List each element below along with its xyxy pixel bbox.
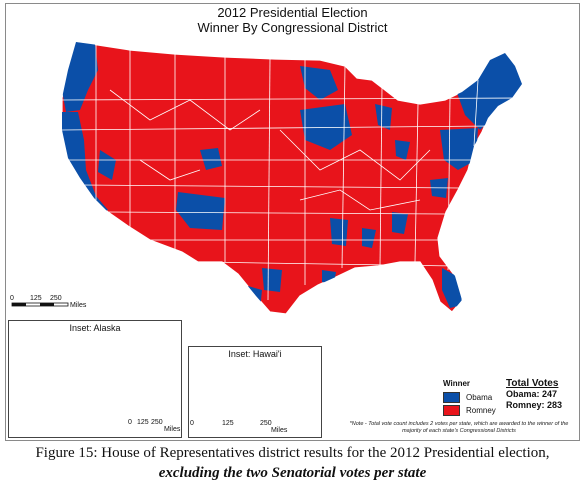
region-new-mexico [176, 192, 225, 230]
main-scale-tick-0: 0 [10, 295, 14, 302]
region-houston [262, 268, 282, 292]
map-legend: Winner Obama Romney [443, 379, 496, 417]
caption-line1: Figure 15: House of Representatives dist… [35, 445, 550, 461]
map-title-line2: Winner By Congressional District [197, 20, 388, 35]
alaska-scale-tick-0: 0 [128, 419, 132, 426]
map-title-line1: 2012 Presidential Election [217, 5, 368, 20]
main-scale-tick-250: 250 [50, 295, 62, 302]
region-colorado [200, 148, 222, 170]
map-title: 2012 Presidential Election Winner By Con… [0, 5, 585, 35]
alaska-scale-tick-125: 125 [137, 419, 149, 426]
us-mainland-shape [61, 41, 523, 315]
alaska-scale-tick-250: 250 [151, 419, 163, 426]
totals-romney: Romney: 283 [506, 400, 563, 410]
region-minnesota [300, 66, 338, 100]
hawaii-scale-tick-0: 0 [190, 420, 194, 427]
hawaii-scale-tick-125: 125 [222, 420, 234, 427]
region-ohio [395, 140, 410, 160]
region-great-lakes [300, 104, 352, 150]
inset-alaska-box: Inset: Alaska [8, 320, 182, 438]
region-atlanta [392, 212, 408, 234]
legend-item-obama: Obama [443, 391, 496, 404]
inset-alaska-title: Inset: Alaska [69, 323, 121, 333]
legend-title: Winner [443, 379, 471, 388]
main-scale-unit: Miles [70, 302, 87, 309]
legend-label-obama: Obama [466, 393, 493, 402]
caption-line2: excluding the two Senatorial votes per s… [158, 465, 427, 481]
totals-header: Total Votes [506, 378, 559, 389]
main-scale-tick-125: 125 [30, 295, 42, 302]
alaska-scale-unit: Miles [164, 426, 181, 433]
legend-label-romney: Romney [466, 406, 496, 415]
region-west-coast [62, 112, 108, 214]
region-memphis [330, 218, 348, 246]
region-birmingham [362, 228, 376, 248]
inset-hawaii-box: Inset: Hawai'i [188, 346, 322, 438]
legend-swatch-romney [443, 405, 460, 416]
hawaii-scale-tick-250: 250 [260, 420, 272, 427]
region-nevada [98, 150, 116, 180]
legend-swatch-obama [443, 392, 460, 403]
footnote: *Note - Total vote count includes 2 vote… [349, 421, 569, 434]
totals-obama: Obama: 247 [506, 389, 558, 399]
vote-totals: Total Votes Obama: 247 Romney: 283 [506, 378, 562, 411]
region-michigan [375, 104, 392, 130]
main-scale-bar [11, 302, 69, 307]
legend-item-romney: Romney [443, 404, 496, 417]
inset-hawaii-title: Inset: Hawai'i [228, 349, 282, 359]
hawaii-scale-unit: Miles [271, 427, 288, 434]
region-new-orleans [322, 270, 336, 284]
